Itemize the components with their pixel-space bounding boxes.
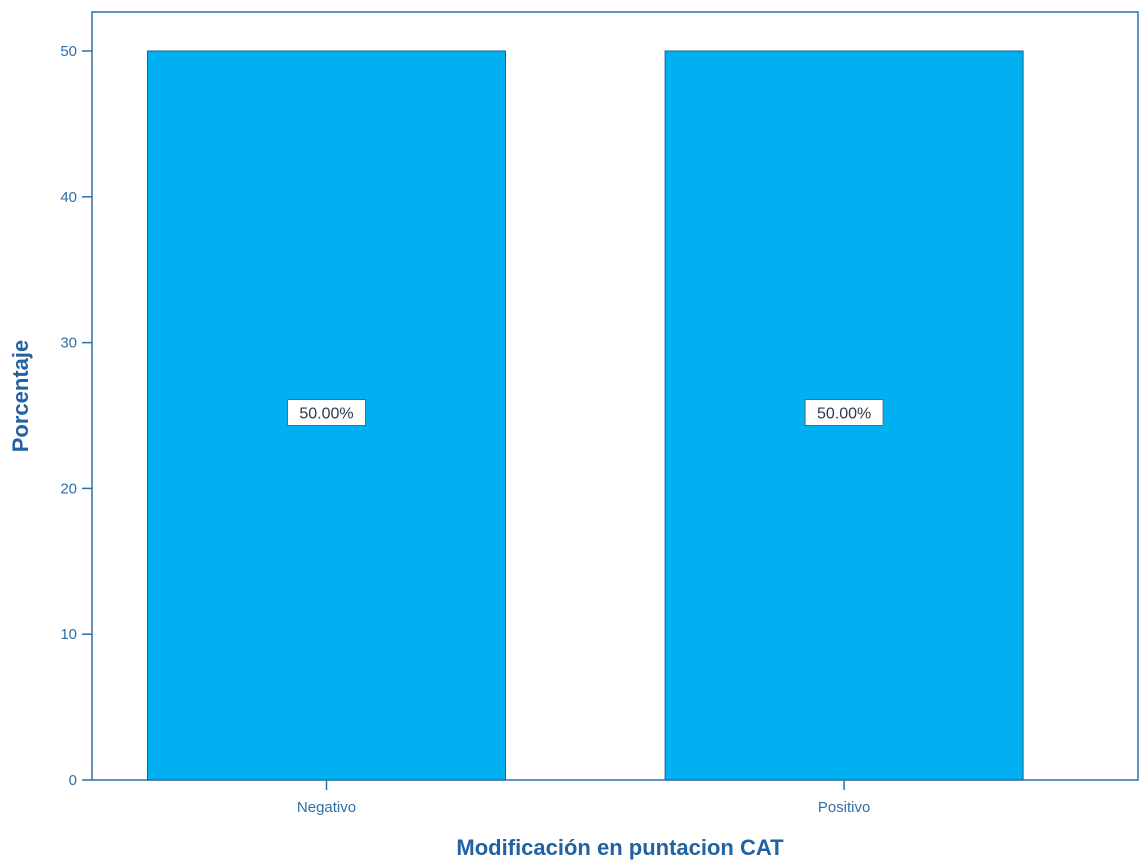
x-axis: Negativo Positivo [297, 780, 870, 816]
data-label: 50.00% [299, 406, 353, 423]
y-tick-label: 20 [60, 480, 77, 497]
y-tick-label: 50 [60, 43, 77, 60]
data-label: 50.00% [817, 406, 871, 423]
x-tick-label: Positivo [818, 799, 871, 816]
y-tick-label: 30 [60, 335, 77, 352]
y-tick-label: 0 [69, 772, 77, 789]
y-axis: 0 10 20 30 40 50 [60, 43, 92, 789]
x-tick-label: Negativo [297, 799, 356, 816]
y-tick-label: 40 [60, 189, 77, 206]
y-axis-title: Porcentaje [8, 340, 33, 453]
y-tick-label: 10 [60, 626, 77, 643]
x-axis-title: Modificación en puntacion CAT [456, 835, 784, 860]
